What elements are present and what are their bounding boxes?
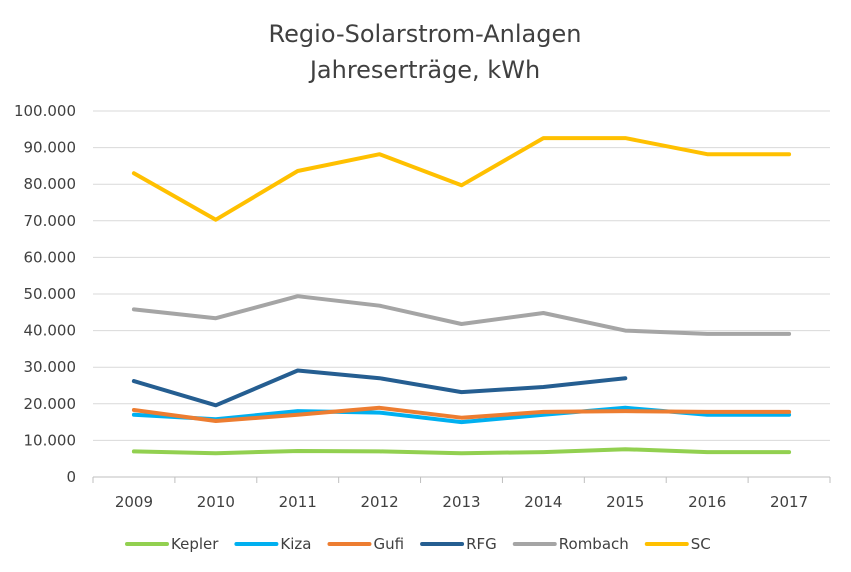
legend-item-kiza: Kiza (234, 535, 311, 553)
series-line-kepler (131, 447, 792, 456)
legend-label: RFG (466, 535, 497, 553)
series-line-rfg (131, 368, 628, 408)
chart-title: Regio-Solarstrom-Anlagen Jahreserträge, … (269, 20, 582, 84)
y-tick-label: 80.000 (24, 175, 77, 193)
y-tick-label: 20.000 (24, 395, 77, 413)
x-tick-label: 2013 (442, 493, 480, 511)
y-tick-label: 30.000 (24, 358, 77, 376)
y-tick-label: 90.000 (24, 139, 77, 157)
x-tick-label: 2012 (361, 493, 399, 511)
legend-item-kepler: Kepler (125, 535, 219, 553)
y-tick-label: 60.000 (24, 248, 77, 266)
x-tick-label: 2011 (279, 493, 317, 511)
x-tick-label: 2014 (524, 493, 562, 511)
x-tick-label: 2009 (115, 493, 153, 511)
y-tick-label: 0 (66, 468, 76, 486)
x-tick-label: 2016 (688, 493, 726, 511)
y-axis-ticks: 0 10.000 20.000 30.000 40.000 50.000 60.000 70.… (14, 102, 76, 486)
series-line-sc (131, 136, 792, 222)
series-lines (131, 136, 792, 456)
legend-label: Kiza (280, 535, 311, 553)
legend-item-rfg: RFG (420, 535, 497, 553)
series-line-rombach (131, 294, 792, 336)
y-tick-label: 40.000 (24, 322, 77, 340)
chart-title-line-2: Jahreserträge, kWh (308, 56, 540, 84)
legend-item-gufi: Gufi (327, 535, 404, 553)
y-tick-label: 70.000 (24, 212, 77, 230)
legend-item-sc: SC (644, 535, 711, 553)
legend-label: SC (691, 535, 711, 553)
x-axis-ticks: 2009 2010 2011 2012 2013 2014 2015 2016 2017 (115, 493, 808, 511)
x-tick-label: 2015 (606, 493, 644, 511)
gridlines (92, 110, 831, 483)
legend-item-rombach: Rombach (512, 535, 629, 553)
y-tick-label: 50.000 (24, 285, 77, 303)
series-line-gufi (131, 405, 792, 423)
legend: Kepler Kiza Gufi RFG Rombach SC (125, 535, 711, 553)
y-tick-label: 10.000 (24, 431, 77, 449)
x-tick-label: 2017 (770, 493, 808, 511)
x-tick-label: 2010 (197, 493, 235, 511)
chart-title-line-1: Regio-Solarstrom-Anlagen (269, 20, 582, 48)
legend-label: Rombach (559, 535, 629, 553)
legend-label: Gufi (373, 535, 404, 553)
y-tick-label: 100.000 (14, 102, 76, 120)
legend-label: Kepler (171, 535, 219, 553)
